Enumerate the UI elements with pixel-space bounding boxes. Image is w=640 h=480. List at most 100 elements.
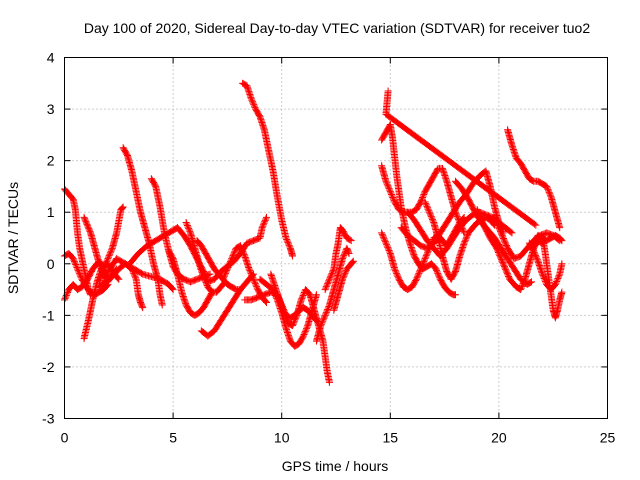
data-point [134, 243, 150, 257]
data-point [236, 279, 250, 294]
data-point [456, 241, 468, 260]
data-point [278, 216, 290, 240]
data-point [456, 217, 469, 232]
data-point [191, 309, 202, 319]
data-point [325, 378, 333, 386]
data-point [438, 252, 450, 274]
x-tick-label: 20 [491, 430, 507, 446]
data-point [89, 279, 101, 304]
data-point [382, 110, 539, 228]
data-point [321, 353, 331, 375]
x-tick-label: 15 [383, 430, 399, 446]
data-point [256, 275, 269, 288]
data-point [173, 270, 185, 295]
series-isolated [382, 87, 540, 229]
data-point [108, 230, 120, 252]
data-point [421, 198, 433, 215]
data-point [156, 275, 172, 288]
data-point [119, 144, 131, 158]
data-point [482, 213, 493, 223]
y-axis-label: SDTVAR / TECUs [5, 182, 21, 294]
data-point [239, 79, 250, 89]
data-point [517, 245, 530, 260]
data-point [115, 275, 123, 283]
series-arc-6 [95, 203, 127, 286]
data-point [397, 203, 409, 230]
data-point [113, 207, 125, 237]
data-point [547, 193, 559, 215]
data-point [137, 298, 146, 310]
y-tick-label: -3 [42, 411, 55, 427]
series-arc-23 [321, 224, 355, 294]
data-point [517, 277, 528, 294]
data-point [417, 226, 430, 243]
data-point [425, 208, 437, 225]
data-point [217, 307, 231, 325]
data-point [65, 249, 76, 262]
data-point [210, 269, 224, 283]
data-point [504, 255, 517, 272]
data-point [538, 270, 550, 287]
data-point [299, 323, 311, 340]
data-point [319, 337, 329, 359]
data-markers [61, 79, 566, 386]
data-point [254, 291, 267, 301]
data-point [330, 251, 340, 273]
data-point [410, 216, 424, 233]
data-point [325, 266, 337, 283]
data-point [434, 234, 446, 259]
data-point [95, 286, 107, 296]
data-point [143, 237, 158, 250]
data-point [310, 306, 322, 328]
data-point [336, 224, 346, 233]
data-point [156, 203, 168, 235]
data-point [312, 323, 324, 345]
data-point [417, 189, 428, 206]
data-point [69, 255, 81, 271]
data-point [182, 301, 194, 315]
data-point [113, 255, 128, 267]
data-point [87, 229, 99, 251]
data-point [230, 287, 244, 304]
data-point [508, 229, 516, 237]
data-point [247, 95, 259, 112]
data-point [280, 309, 292, 326]
data-point [306, 291, 318, 313]
data-point [321, 303, 333, 319]
data-point [493, 244, 507, 266]
data-point [132, 188, 144, 215]
y-tick-label: -1 [42, 307, 55, 323]
data-point [119, 203, 127, 211]
data-point [137, 208, 148, 230]
data-point [510, 265, 524, 282]
data-point [243, 237, 256, 247]
data-point [541, 244, 550, 266]
data-point [521, 261, 533, 283]
data-point [443, 235, 456, 252]
data-point [245, 265, 257, 282]
data-point [386, 249, 398, 272]
data-point [551, 208, 563, 230]
data-point [126, 251, 141, 268]
data-point [141, 224, 153, 246]
data-point [449, 225, 463, 242]
data-point [289, 313, 300, 330]
series-arc-33 [504, 126, 564, 232]
series-arc-8 [119, 144, 166, 309]
data-point [193, 237, 204, 249]
y-tick-label: 4 [47, 50, 55, 66]
data-point [521, 167, 533, 181]
data-point [497, 244, 511, 261]
data-point [464, 225, 476, 237]
data-point [534, 177, 545, 187]
data-point [74, 229, 83, 251]
data-point [165, 280, 176, 293]
data-point [428, 260, 439, 272]
data-point [304, 308, 316, 330]
data-point [74, 265, 85, 282]
data-point [299, 304, 311, 314]
data-point [525, 175, 537, 185]
data-point [186, 229, 198, 251]
data-point [91, 244, 103, 266]
